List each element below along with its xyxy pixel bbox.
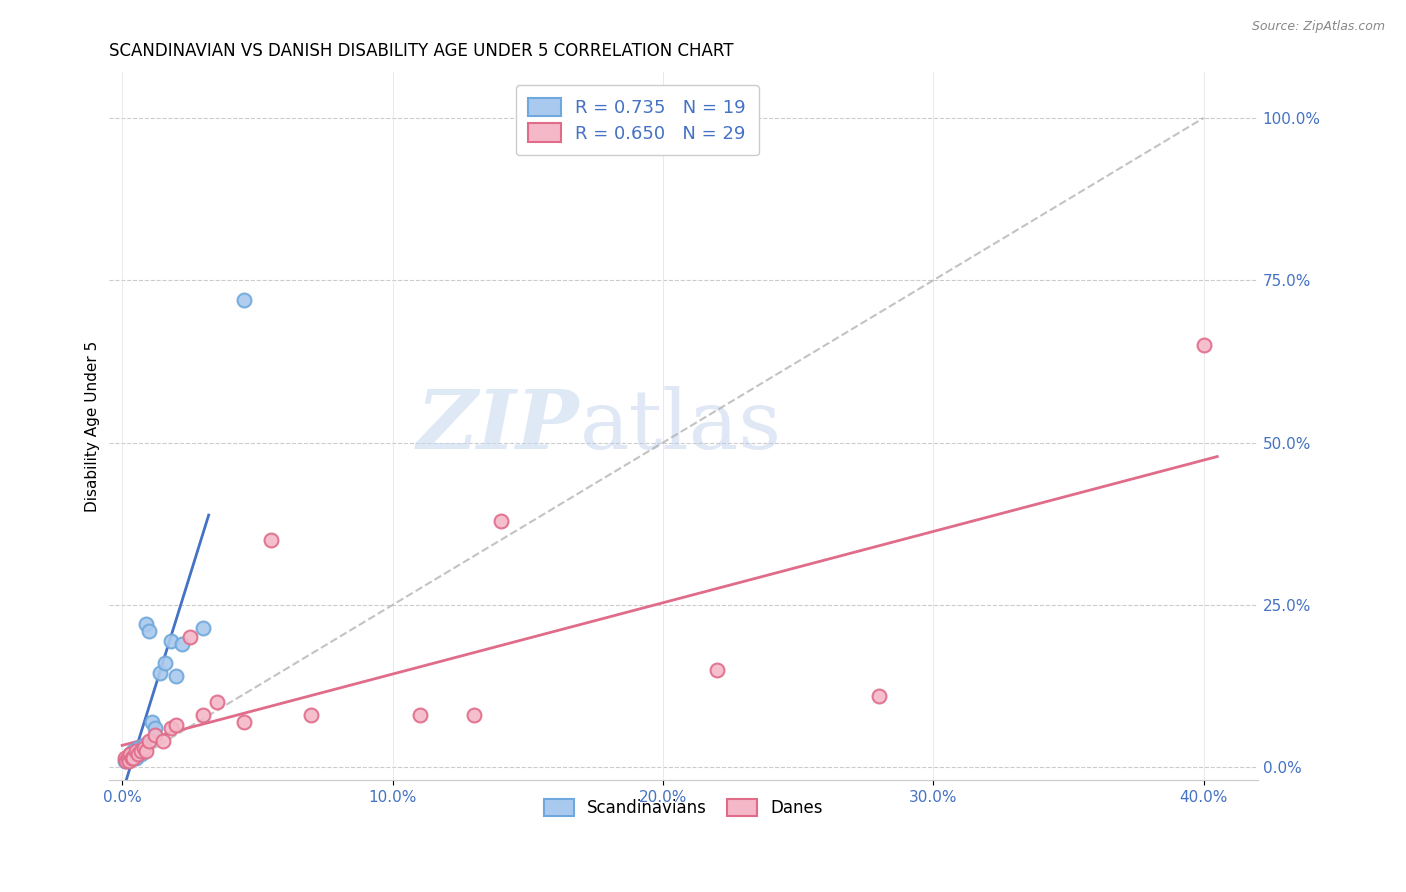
Point [114, 754, 136, 768]
Point [135, 617, 157, 632]
Point [121, 750, 143, 764]
Y-axis label: Disability Age Under 5: Disability Age Under 5 [86, 341, 100, 512]
Text: SCANDINAVIAN VS DANISH DISABILITY AGE UNDER 5 CORRELATION CHART: SCANDINAVIAN VS DANISH DISABILITY AGE UN… [108, 42, 733, 60]
Point [706, 663, 728, 677]
Point [143, 728, 166, 742]
Point [132, 738, 155, 752]
Point [124, 750, 146, 764]
Text: atlas: atlas [579, 386, 782, 467]
Point [165, 718, 187, 732]
Point [868, 689, 890, 703]
Text: Source: ZipAtlas.com: Source: ZipAtlas.com [1251, 20, 1385, 33]
Point [122, 750, 145, 764]
Point [149, 666, 172, 681]
Point [489, 514, 512, 528]
Point [132, 740, 155, 755]
Point [179, 631, 201, 645]
Point [408, 708, 430, 723]
Point [301, 708, 323, 723]
Point [159, 633, 181, 648]
Point [232, 714, 254, 729]
Point [152, 734, 174, 748]
Text: ZIP: ZIP [418, 386, 579, 467]
Point [159, 722, 181, 736]
Point [122, 744, 145, 758]
Point [138, 624, 160, 638]
Point [120, 747, 142, 762]
Point [117, 750, 139, 764]
Point [120, 747, 142, 762]
Point [127, 740, 149, 755]
Point [129, 747, 152, 762]
Point [170, 637, 193, 651]
Legend: Scandinavians, Danes: Scandinavians, Danes [536, 790, 831, 825]
Point [129, 744, 152, 758]
Point [114, 750, 136, 764]
Point [260, 533, 283, 547]
Point [463, 708, 485, 723]
Point [193, 621, 215, 635]
Point [117, 750, 139, 764]
Point [118, 754, 141, 768]
Point [193, 708, 215, 723]
Point [165, 669, 187, 683]
Point [1192, 338, 1215, 352]
Point [141, 714, 163, 729]
Point [143, 722, 166, 736]
Point [155, 657, 177, 671]
Point [115, 754, 138, 768]
Point [205, 695, 228, 709]
Point [127, 747, 149, 762]
Point [138, 734, 160, 748]
Point [124, 744, 146, 758]
Point [135, 744, 157, 758]
Point [232, 293, 254, 307]
